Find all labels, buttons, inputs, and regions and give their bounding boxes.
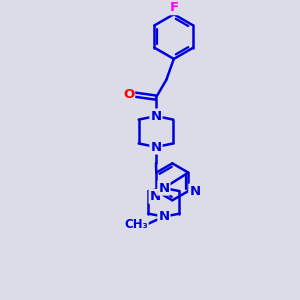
Text: N: N [158, 182, 169, 195]
Text: N: N [150, 140, 161, 154]
Text: CH₃: CH₃ [124, 218, 148, 232]
Text: F: F [169, 1, 178, 14]
Text: N: N [150, 190, 161, 203]
Text: N: N [150, 110, 161, 122]
Text: O: O [123, 88, 134, 101]
Text: N: N [158, 210, 169, 223]
Text: N: N [189, 184, 200, 198]
